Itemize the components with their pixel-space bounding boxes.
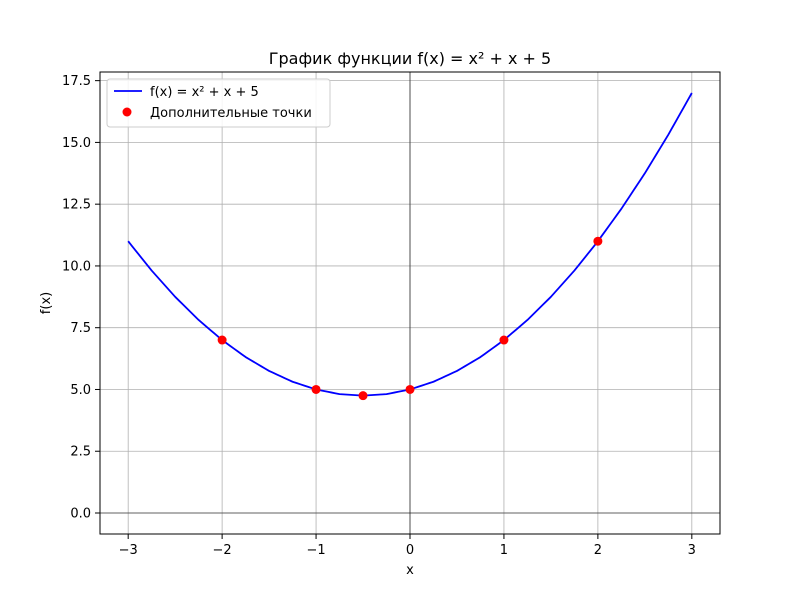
reference-lines <box>100 72 720 534</box>
y-tick-label: 17.5 <box>62 74 91 89</box>
chart-title: График функции f(x) = x² + x + 5 <box>269 49 551 68</box>
y-tick-label: 15.0 <box>62 136 91 151</box>
scatter-point <box>593 236 603 246</box>
y-tick-label: 10.0 <box>62 259 91 274</box>
y-tick-label: 0.0 <box>70 507 91 522</box>
x-tick-label: 3 <box>688 543 696 558</box>
scatter-point <box>217 335 227 345</box>
legend-label-points: Дополнительные точки <box>150 106 312 121</box>
scatter-point <box>405 384 415 394</box>
scatter-point <box>358 391 368 401</box>
scatter-point <box>499 335 509 345</box>
x-tick-label: 1 <box>500 543 508 558</box>
scatter-point <box>311 384 321 394</box>
ticks: −3 −2 −1 0 1 2 3 0.0 2.5 5.0 7.5 10.0 12.5 15.0 17.5 <box>62 74 696 558</box>
y-axis-label: f(x) <box>39 292 54 314</box>
y-tick-label: 7.5 <box>70 321 91 336</box>
legend: f(x) = x² + x + 5 Дополнительные точки <box>106 78 331 128</box>
x-tick-label: 0 <box>406 543 414 558</box>
x-tick-label: −2 <box>213 543 232 558</box>
y-tick-label: 12.5 <box>62 198 91 213</box>
x-axis-label: x <box>406 563 414 578</box>
legend-box <box>106 78 331 128</box>
legend-point-swatch <box>122 107 132 117</box>
series <box>127 92 693 401</box>
x-tick-label: 2 <box>594 543 602 558</box>
y-tick-label: 5.0 <box>70 383 91 398</box>
x-tick-label: −3 <box>119 543 138 558</box>
x-tick-label: −1 <box>306 543 325 558</box>
y-tick-label: 2.5 <box>70 445 91 460</box>
legend-label-function: f(x) = x² + x + 5 <box>150 85 259 100</box>
